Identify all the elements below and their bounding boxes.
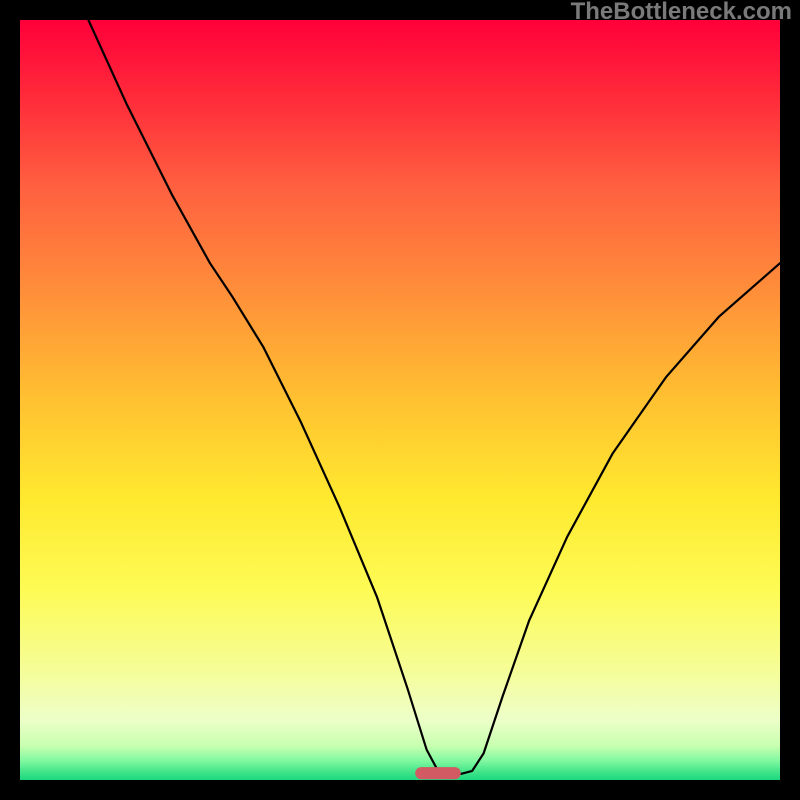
min-marker: [415, 767, 461, 779]
chart-svg: [0, 0, 800, 800]
watermark-text: TheBottleneck.com: [571, 0, 792, 26]
chart-container: TheBottleneck.com: [0, 0, 800, 800]
